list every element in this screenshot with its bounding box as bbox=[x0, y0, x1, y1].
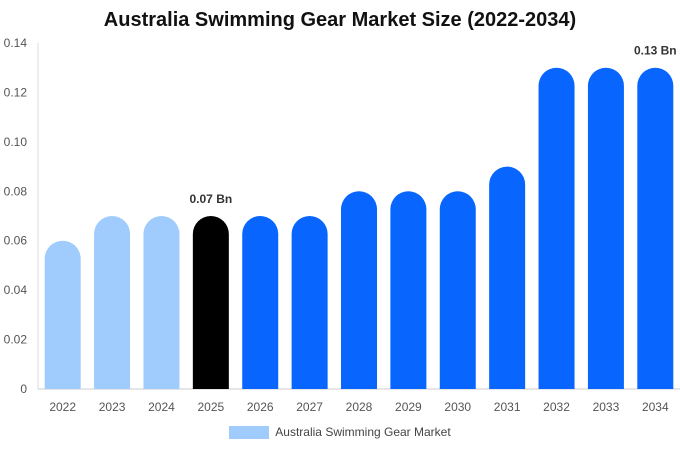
bar-2025 bbox=[192, 216, 229, 389]
y-tick-label: 0.12 bbox=[4, 85, 28, 99]
x-tick-label: 2027 bbox=[296, 400, 323, 414]
bar-2029 bbox=[390, 191, 427, 389]
y-tick-label: 0.04 bbox=[4, 283, 28, 297]
bar-2026 bbox=[242, 216, 279, 389]
x-tick-label: 2034 bbox=[642, 400, 669, 414]
x-tick-label: 2025 bbox=[197, 400, 224, 414]
chart-bars bbox=[44, 67, 674, 389]
y-tick-label: 0.10 bbox=[4, 135, 28, 149]
bar-2031 bbox=[489, 166, 526, 389]
bar-2024 bbox=[143, 216, 180, 389]
y-tick-label: 0 bbox=[20, 382, 27, 396]
x-tick-label: 2030 bbox=[444, 400, 471, 414]
x-tick-label: 2029 bbox=[395, 400, 422, 414]
data-label-2025: 0.07 Bn bbox=[190, 192, 233, 206]
bar-2022 bbox=[44, 240, 81, 389]
bar-2034 bbox=[637, 67, 674, 389]
bar-2032 bbox=[538, 67, 575, 389]
x-tick-label: 2023 bbox=[99, 400, 126, 414]
x-tick-label: 2024 bbox=[148, 400, 175, 414]
chart-labels: 2022 2023 2024 2025 2026 2027 2028 2029 2030 2031… bbox=[49, 44, 676, 414]
bar-2028 bbox=[341, 191, 377, 389]
bar-2033 bbox=[587, 67, 624, 389]
x-tick-label: 2028 bbox=[346, 400, 373, 414]
x-tick-label: 2033 bbox=[593, 400, 620, 414]
x-tick-label: 2032 bbox=[543, 400, 570, 414]
bar-2027 bbox=[291, 216, 328, 389]
bar-2023 bbox=[94, 216, 131, 389]
chart-title: Australia Swimming Gear Market Size (202… bbox=[103, 9, 577, 31]
legend: Australia Swimming Gear Market bbox=[0, 425, 680, 439]
x-tick-label: 2022 bbox=[49, 400, 76, 414]
legend-swatch bbox=[229, 425, 270, 439]
x-tick-label: 2026 bbox=[247, 400, 274, 414]
y-tick-label: 0.14 bbox=[4, 36, 28, 50]
bar-2030 bbox=[439, 191, 476, 389]
y-tick-label: 0.02 bbox=[4, 333, 28, 347]
y-tick-label: 0.06 bbox=[4, 234, 28, 248]
y-tick-label: 0.08 bbox=[4, 184, 28, 198]
x-tick-label: 2031 bbox=[494, 400, 521, 414]
legend-label: Australia Swimming Gear Market bbox=[275, 425, 451, 439]
data-label-2034: 0.13 Bn bbox=[634, 44, 677, 58]
